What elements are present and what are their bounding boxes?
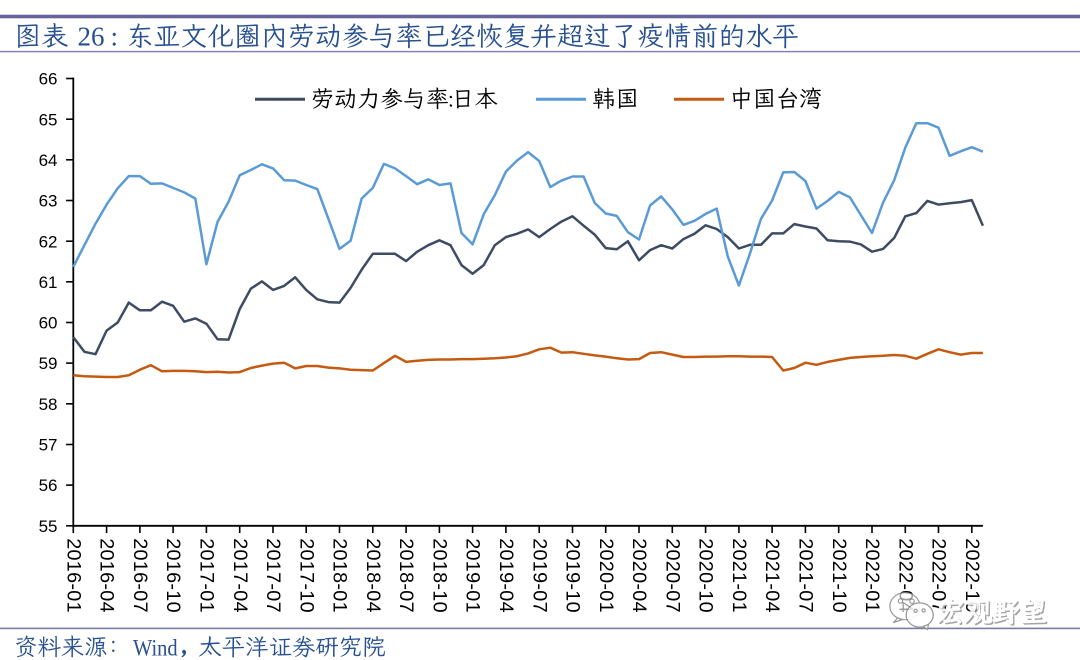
svg-text:2021-07: 2021-07 (795, 538, 817, 613)
svg-text:2020-04: 2020-04 (628, 538, 650, 613)
svg-text:2016-04: 2016-04 (96, 538, 118, 613)
svg-text:62: 62 (39, 232, 58, 251)
svg-text:57: 57 (39, 436, 58, 455)
svg-text:2017-07: 2017-07 (262, 538, 284, 613)
svg-text:2021-04: 2021-04 (761, 538, 783, 613)
svg-text:2019-07: 2019-07 (528, 538, 550, 613)
svg-text:59: 59 (39, 354, 58, 373)
svg-text:60: 60 (39, 314, 58, 333)
svg-text:26: 26 (78, 22, 105, 52)
svg-text:2019-01: 2019-01 (462, 538, 484, 613)
svg-text:2022-01: 2022-01 (861, 538, 883, 613)
svg-text:2016-10: 2016-10 (162, 538, 184, 613)
svg-text:61: 61 (39, 273, 58, 292)
svg-text:2017-04: 2017-04 (229, 538, 251, 613)
svg-text:2019-04: 2019-04 (495, 538, 517, 613)
svg-text::: : (111, 22, 119, 52)
svg-text:55: 55 (39, 517, 58, 536)
svg-text:2022-07: 2022-07 (928, 538, 950, 613)
svg-text:2018-04: 2018-04 (362, 538, 384, 613)
svg-text:58: 58 (39, 395, 58, 414)
svg-text:64: 64 (39, 151, 58, 170)
svg-text:2021-10: 2021-10 (828, 538, 850, 613)
svg-text:2018-10: 2018-10 (429, 538, 451, 613)
svg-text:2020-01: 2020-01 (595, 538, 617, 613)
svg-text:2017-10: 2017-10 (295, 538, 317, 613)
svg-text:Wind: Wind (133, 634, 178, 660)
svg-text:2019-10: 2019-10 (562, 538, 584, 613)
svg-text:2021-01: 2021-01 (728, 538, 750, 613)
svg-text:56: 56 (39, 476, 58, 495)
svg-text:2016-01: 2016-01 (62, 538, 84, 613)
svg-text:2022-10: 2022-10 (961, 538, 983, 613)
svg-text:2018-07: 2018-07 (395, 538, 417, 613)
svg-text:2017-01: 2017-01 (196, 538, 218, 613)
svg-text:65: 65 (39, 110, 58, 129)
svg-text:63: 63 (39, 192, 58, 211)
svg-text:66: 66 (39, 70, 58, 89)
svg-text:2018-01: 2018-01 (329, 538, 351, 613)
svg-text:2020-10: 2020-10 (695, 538, 717, 613)
svg-text:2020-07: 2020-07 (661, 538, 683, 613)
svg-text:2016-07: 2016-07 (129, 538, 151, 613)
